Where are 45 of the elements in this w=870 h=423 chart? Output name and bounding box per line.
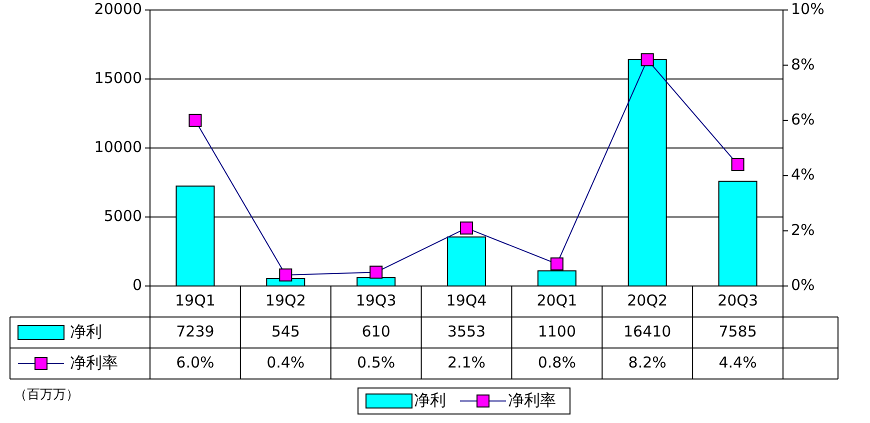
point: [370, 266, 383, 279]
data-label: 0.5%: [357, 354, 396, 372]
data-label: 16410: [624, 322, 672, 341]
data-label: 7585: [718, 322, 757, 341]
y2-tick-label: 10%: [791, 0, 824, 18]
y2-tick-label: 8%: [791, 55, 815, 74]
point: [731, 158, 744, 172]
y-tick-label: 5000: [104, 207, 142, 226]
y2-tick-label: 0%: [791, 276, 815, 294]
point: [279, 268, 292, 282]
y-tick-label: 20000: [94, 0, 142, 18]
data-label: 545: [271, 322, 300, 341]
legend-label: 净利率: [70, 352, 118, 372]
data-label: 7239: [176, 322, 214, 341]
bar: [447, 236, 486, 286]
y2-tick-label: 4%: [791, 166, 815, 184]
x-tick-label: 20Q3: [718, 292, 758, 310]
x-tick-label: 20Q2: [627, 292, 668, 310]
text: 净利: [414, 390, 446, 410]
legend-label: 净利: [70, 322, 102, 341]
point: [188, 114, 202, 127]
data-label: 2.1%: [447, 354, 486, 372]
data-label: 610: [362, 322, 390, 341]
y-tick-label: 0: [132, 276, 142, 294]
y-tick-label: 15000: [94, 69, 142, 88]
x-tick-label: 19Q2: [265, 292, 306, 310]
x-tick-label: 19Q3: [356, 292, 396, 310]
x-tick-label: 19Q4: [446, 292, 487, 310]
data-label: 3553: [447, 322, 486, 341]
data-label: 0.8%: [538, 354, 576, 372]
point: [640, 53, 654, 66]
text: （百万万）: [14, 388, 79, 403]
data-label: 1100: [538, 322, 576, 341]
data-label: 6.0%: [176, 354, 214, 372]
y2-tick-label: 2%: [791, 220, 815, 239]
y-tick-label: 10000: [94, 138, 142, 156]
data-label: 4.4%: [718, 354, 757, 372]
text: 净利率: [508, 390, 556, 410]
point: [460, 222, 473, 235]
data-label: 8.2%: [628, 354, 666, 372]
data-label: 0.4%: [266, 354, 305, 372]
x-tick-label: 20Q1: [536, 292, 578, 310]
x-tick-label: 19Q1: [174, 292, 216, 310]
y2-tick-label: 6%: [791, 110, 815, 129]
point: [550, 257, 564, 270]
